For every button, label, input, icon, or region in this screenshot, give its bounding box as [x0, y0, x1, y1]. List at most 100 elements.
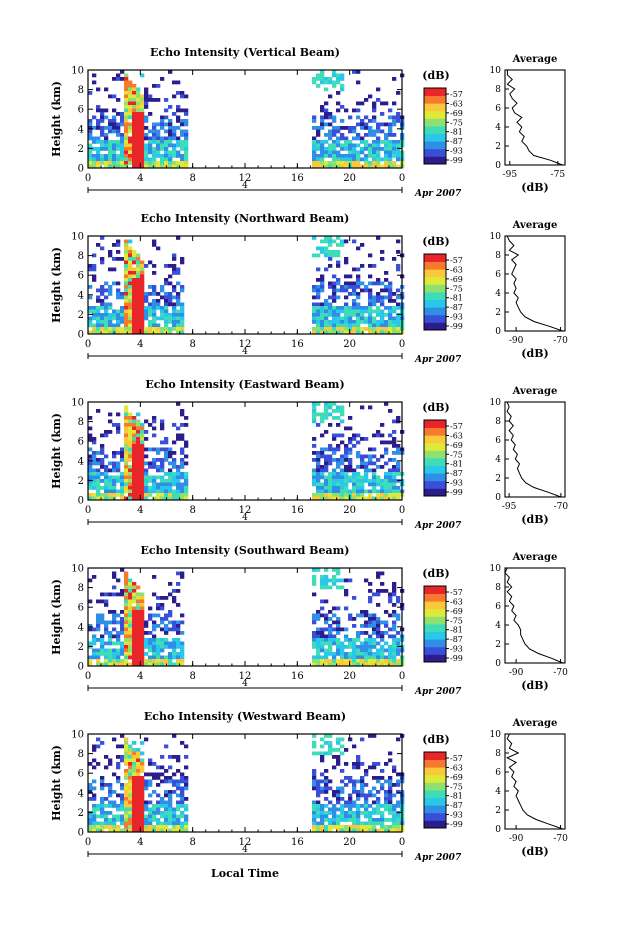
heatmap-cell	[108, 140, 113, 144]
heatmap-cell	[112, 154, 117, 158]
heatmap-cell	[376, 122, 381, 127]
heatmap-cell	[364, 825, 369, 829]
heatmap-cell	[392, 330, 397, 335]
heatmap-cell	[172, 599, 177, 604]
heatmap-cell	[388, 596, 393, 600]
heatmap-cell	[340, 164, 345, 169]
heatmap-cell	[344, 140, 349, 144]
heatmap-cell	[92, 253, 97, 258]
heatmap-cell	[312, 154, 317, 158]
heatmap-cell	[144, 496, 149, 501]
heatmap-cell	[132, 94, 137, 99]
heatmap-cell	[336, 828, 341, 833]
heatmap-cell	[376, 87, 381, 92]
average-x-tick-label: -70	[553, 668, 568, 678]
heatmap-cell	[112, 243, 117, 247]
colorbar-tick-label: -57	[450, 256, 463, 265]
heatmap-cell	[380, 786, 385, 791]
heatmap-cell	[124, 624, 129, 628]
heatmap-cell	[152, 161, 157, 165]
heatmap-cell	[332, 292, 337, 296]
heatmap-cell	[132, 489, 137, 494]
heatmap-cell	[104, 323, 109, 328]
heatmap-cell	[108, 147, 113, 151]
heatmap-cell	[372, 320, 377, 324]
heatmap-cell	[380, 655, 385, 660]
heatmap-cell	[156, 164, 161, 169]
heatmap-cell	[136, 260, 141, 265]
heatmap-cell	[328, 302, 333, 307]
heatmap-cell	[156, 493, 161, 497]
heatmap-cell	[368, 447, 373, 452]
heatmap-cell	[156, 793, 161, 798]
heatmap-cell	[156, 154, 161, 158]
heatmap-cell	[180, 821, 185, 826]
heatmap-cell	[324, 80, 329, 85]
heatmap-cell	[324, 804, 329, 808]
heatmap-cell	[336, 157, 341, 162]
heatmap-cell	[396, 800, 401, 805]
heatmap-cell	[136, 475, 141, 480]
heatmap-cell	[324, 164, 329, 169]
heatmap-cell	[108, 652, 113, 656]
heatmap-cell	[92, 786, 97, 791]
heatmap-cell	[176, 143, 181, 148]
heatmap-cell	[316, 751, 321, 756]
heatmap-cell	[348, 140, 353, 144]
heatmap-cell	[104, 161, 109, 165]
heatmap-cell	[392, 818, 397, 822]
heatmap-cell	[360, 281, 365, 286]
average-y-tick-label: 0	[495, 659, 501, 669]
heatmap-cell	[140, 814, 145, 819]
heatmap-cell	[128, 267, 133, 272]
heatmap-cell	[396, 91, 401, 95]
colorbar-tick-label: -81	[450, 294, 463, 303]
heatmap-cell	[180, 786, 185, 791]
heatmap-cell	[172, 154, 177, 158]
heatmap-cell	[144, 631, 149, 635]
heatmap-cell	[136, 133, 141, 137]
heatmap-cell	[368, 302, 373, 307]
heatmap-cell	[352, 486, 357, 490]
heatmap-cell	[92, 330, 97, 335]
heatmap-cell	[140, 73, 145, 78]
heatmap-cell	[148, 606, 153, 611]
heatmap-cell	[392, 154, 397, 158]
heatmap-cell	[144, 624, 149, 628]
heatmap-cell	[340, 154, 345, 158]
heatmap-cell	[112, 821, 117, 826]
heatmap-cell	[124, 648, 129, 653]
heatmap-cell	[112, 122, 117, 127]
date-label: Apr 2007	[414, 853, 462, 863]
heatmap-cell	[312, 772, 317, 777]
heatmap-cell	[108, 161, 113, 165]
heatmap-cell	[96, 161, 101, 165]
x-tick-label: 16	[291, 505, 304, 516]
heatmap-cell	[388, 758, 393, 763]
heatmap-cell	[344, 493, 349, 497]
heatmap-cell	[164, 596, 169, 600]
heatmap-cell	[100, 257, 105, 261]
heatmap-cell	[152, 327, 157, 331]
heatmap-cell	[392, 793, 397, 798]
heatmap-cell	[96, 475, 101, 480]
heatmap-cell	[368, 662, 373, 667]
heatmap-cell	[136, 278, 141, 282]
heatmap-cell	[372, 281, 377, 286]
heatmap-cell	[164, 821, 169, 826]
heatmap-cell	[132, 98, 137, 102]
heatmap-cell	[100, 154, 105, 158]
heatmap-cell	[128, 136, 133, 141]
average-x-tick-label: -90	[509, 834, 524, 844]
heatmap-cell	[96, 472, 101, 476]
heatmap-cell	[120, 161, 125, 165]
heatmap-cell	[144, 126, 149, 130]
heatmap-cell	[356, 807, 361, 812]
heatmap-cell	[360, 119, 365, 123]
heatmap-cell	[328, 624, 333, 628]
heatmap-cell	[112, 468, 117, 473]
heatmap-cell	[116, 592, 121, 597]
heatmap-cell	[180, 309, 185, 314]
heatmap-cell	[144, 133, 149, 137]
heatmap-cell	[100, 811, 105, 815]
